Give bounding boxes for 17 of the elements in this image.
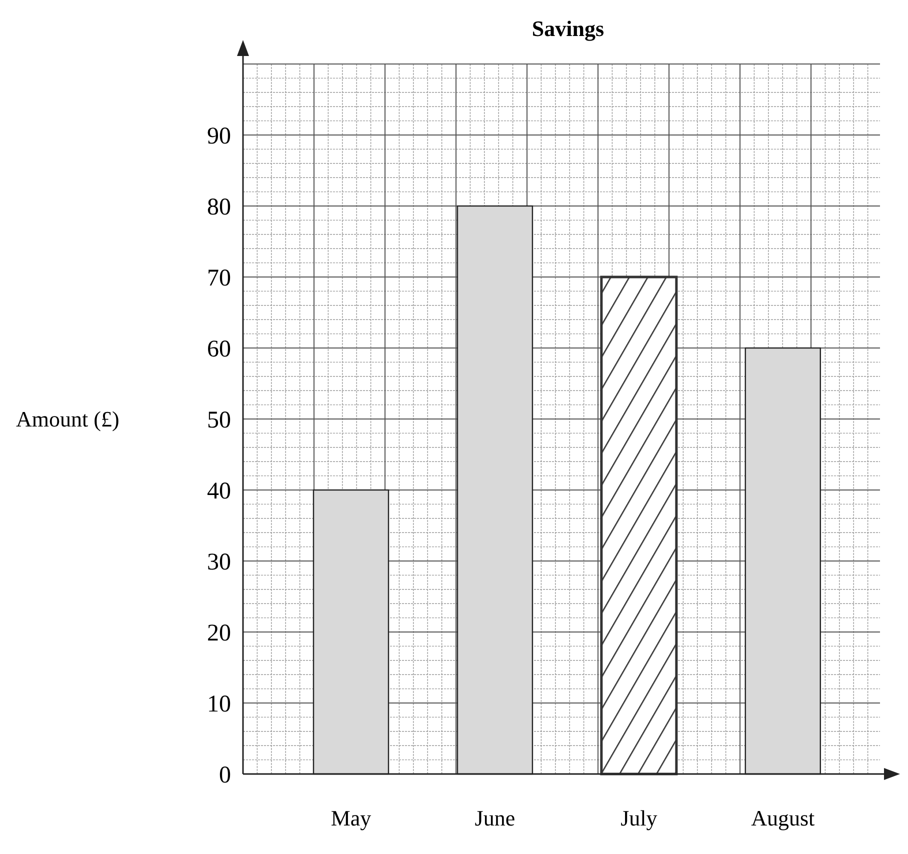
x-tick-label: August — [751, 806, 815, 831]
y-tick-label: 50 — [207, 407, 231, 434]
y-tick-label: 70 — [207, 265, 231, 292]
y-tick-label: 30 — [207, 549, 231, 576]
y-tick-label: 20 — [207, 620, 231, 646]
x-tick-label: July — [620, 806, 658, 831]
y-tick-label: 0 — [219, 762, 231, 788]
x-tick-label: May — [330, 806, 372, 831]
y-tick-label: 80 — [207, 194, 231, 220]
x-tick-label: June — [474, 806, 516, 831]
chart-title: Savings — [532, 16, 605, 41]
bar — [600, 276, 678, 776]
y-tick-label: 40 — [207, 478, 231, 504]
y-tick-label: 90 — [207, 123, 231, 150]
y-axis-title: Amount (£) — [16, 406, 120, 432]
y-tick-label: 10 — [207, 691, 231, 718]
y-tick-label: 60 — [207, 336, 231, 362]
